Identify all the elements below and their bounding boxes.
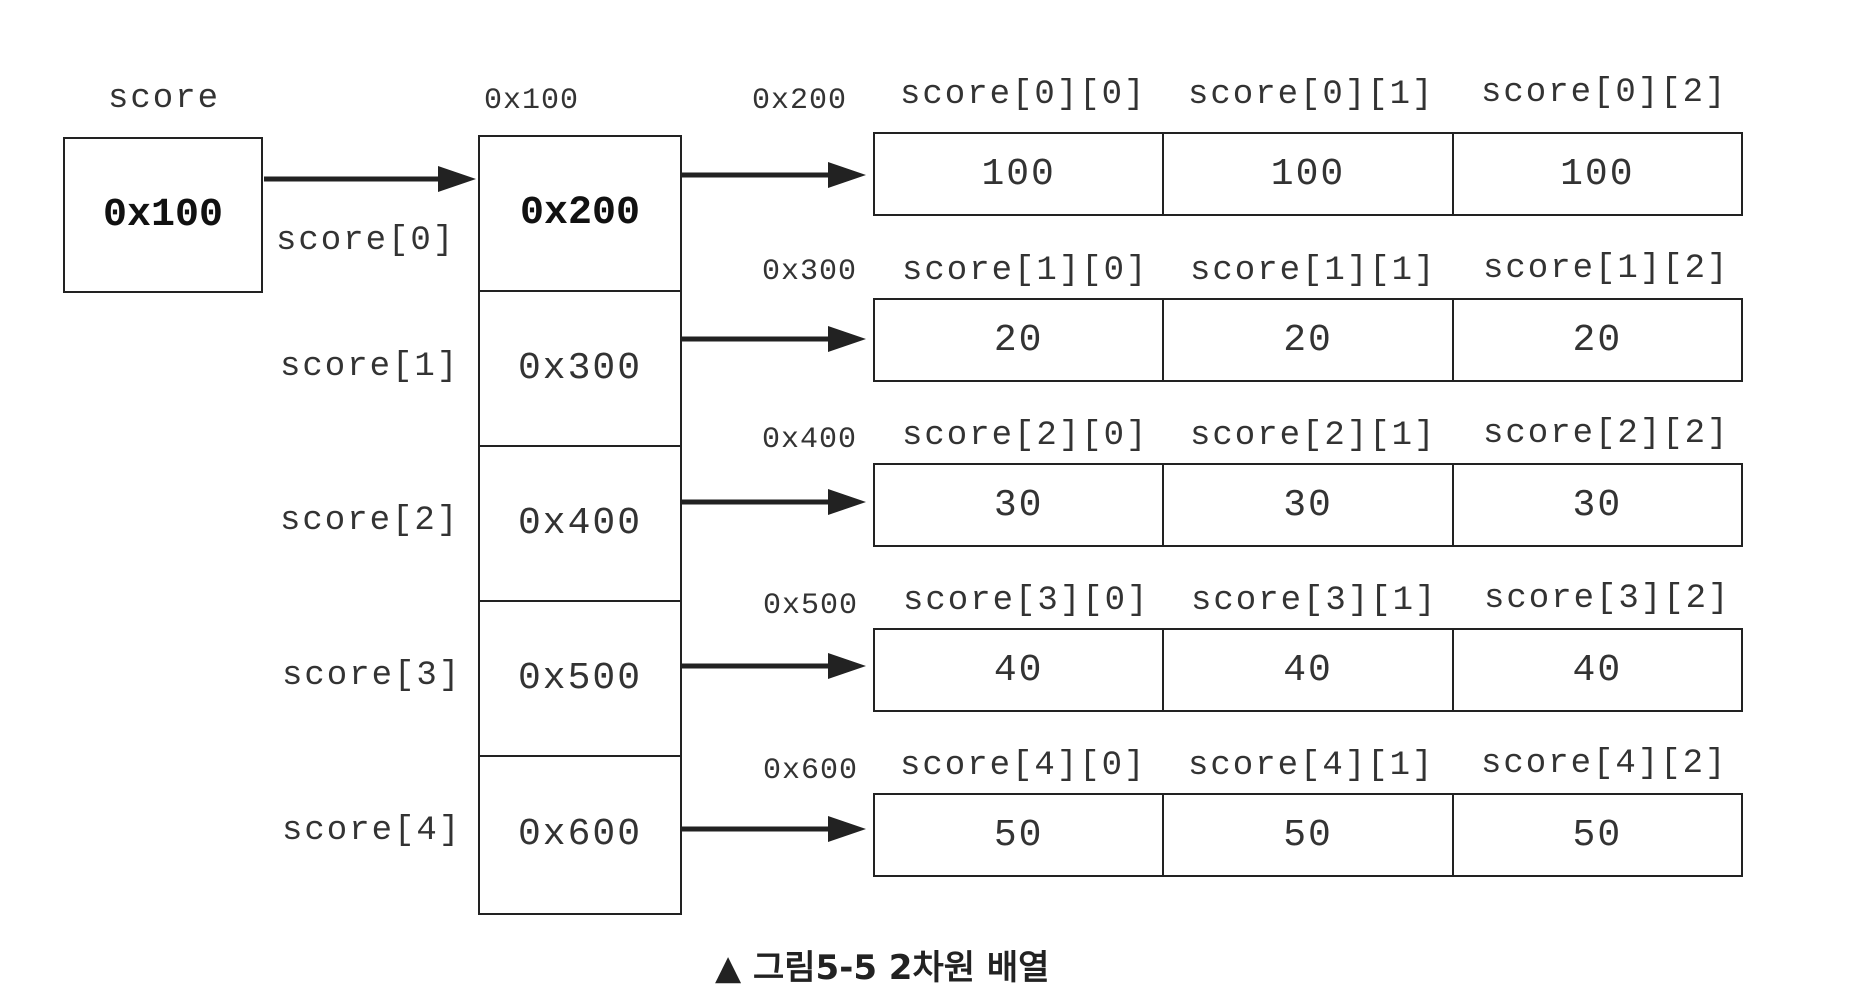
row-2-value-2: 30	[1572, 483, 1623, 527]
row-1-label-1: score[1][1]	[1190, 252, 1437, 290]
row-4-value-2: 50	[1572, 813, 1623, 857]
ref-cell-2: 0x400	[480, 447, 680, 602]
row-0-cell-2: 100	[1454, 134, 1741, 214]
arrow-ref1-to-row1	[682, 326, 866, 352]
ref-cell-3-value: 0x500	[517, 657, 643, 700]
row-2-cell-2: 30	[1454, 465, 1741, 545]
row-4-value-0: 50	[993, 813, 1044, 857]
row-3-cell-2: 40	[1454, 630, 1741, 710]
row-3-cell-0: 40	[875, 630, 1165, 710]
ref-label-0: score[0]	[276, 222, 456, 260]
row-0-label-1: score[0][1]	[1188, 76, 1435, 114]
row-0-label-2: score[0][2]	[1481, 74, 1728, 112]
row-2-label-1: score[2][1]	[1190, 417, 1437, 455]
arrow-ref3-to-row3	[682, 653, 866, 679]
row-1-value-1: 20	[1283, 318, 1333, 362]
ref-label-3: score[3]	[282, 657, 462, 695]
arrow-score-to-ref	[264, 166, 476, 192]
arrow-ref2-to-row2	[682, 489, 866, 515]
row-4-address: 0x600	[763, 754, 859, 788]
row-1-label-0: score[1][0]	[902, 252, 1149, 290]
row-3-address: 0x500	[763, 589, 859, 623]
row-2-label-0: score[2][0]	[902, 417, 1149, 455]
row-4-label-1: score[4][1]	[1188, 747, 1435, 785]
row-2: 30 30 30	[873, 463, 1743, 547]
figure-caption: ▲ 그림5-5 2차원 배열	[715, 948, 1050, 988]
row-4-cell-2: 50	[1454, 795, 1741, 875]
row-2-label-2: score[2][2]	[1483, 415, 1730, 453]
score-var-box: 0x100	[63, 137, 263, 293]
ref-cell-1: 0x300	[480, 292, 680, 447]
ref-cell-0-value: 0x200	[519, 191, 641, 236]
row-3-cell-1: 40	[1164, 630, 1454, 710]
row-3-value-1: 40	[1283, 648, 1333, 692]
row-2-value-1: 30	[1283, 483, 1333, 527]
row-4-label-2: score[4][2]	[1481, 745, 1728, 783]
row-1-label-2: score[1][2]	[1483, 250, 1730, 288]
row-0-label-0: score[0][0]	[900, 76, 1147, 114]
row-1-value-2: 20	[1572, 318, 1623, 362]
score-var-value: 0x100	[102, 192, 224, 238]
row-1-cell-0: 20	[875, 300, 1165, 380]
row-4-value-1: 50	[1283, 813, 1333, 857]
row-0-cell-0: 100	[875, 134, 1165, 214]
score-var-label: score	[108, 80, 221, 118]
arrow-ref0-to-row0	[682, 162, 866, 188]
row-0: 100 100 100	[873, 132, 1743, 216]
row-3-label-2: score[3][2]	[1484, 580, 1731, 618]
ref-array: 0x200 0x300 0x400 0x500 0x600	[478, 135, 682, 915]
row-4-cell-0: 50	[875, 795, 1165, 875]
ref-cell-3: 0x500	[480, 602, 680, 757]
ref-cell-4-value: 0x600	[517, 813, 643, 856]
row-4-label-0: score[4][0]	[900, 747, 1147, 785]
row-1: 20 20 20	[873, 298, 1743, 382]
row-1-address: 0x300	[762, 255, 858, 289]
row-0-value-1: 100	[1270, 152, 1346, 196]
ref-label-1: score[1]	[280, 348, 460, 386]
ref-label-4: score[4]	[282, 812, 462, 850]
row-4-cell-1: 50	[1164, 795, 1454, 875]
row-4: 50 50 50	[873, 793, 1743, 877]
ref-cell-2-value: 0x400	[517, 502, 643, 545]
row-1-value-0: 20	[993, 318, 1044, 362]
row-3-label-0: score[3][0]	[903, 582, 1150, 620]
row-2-cell-0: 30	[875, 465, 1165, 545]
row-1-cell-1: 20	[1164, 300, 1454, 380]
row-0-cell-1: 100	[1164, 134, 1454, 214]
arrow-ref4-to-row4	[682, 816, 866, 842]
row-3-value-0: 40	[993, 648, 1044, 692]
row-3-label-1: score[3][1]	[1191, 582, 1438, 620]
row-3-value-2: 40	[1572, 648, 1623, 692]
row-0-address: 0x200	[752, 84, 848, 118]
row-0-value-2: 100	[1560, 152, 1635, 196]
row-0-value-0: 100	[981, 152, 1056, 196]
ref-label-2: score[2]	[280, 502, 460, 540]
row-2-cell-1: 30	[1164, 465, 1454, 545]
row-2-address: 0x400	[762, 423, 858, 457]
ref-cell-1-value: 0x300	[517, 347, 643, 390]
row-3: 40 40 40	[873, 628, 1743, 712]
row-2-value-0: 30	[993, 483, 1044, 527]
row-1-cell-2: 20	[1454, 300, 1741, 380]
ref-array-address: 0x100	[484, 84, 580, 118]
ref-cell-4: 0x600	[480, 757, 680, 912]
ref-cell-0: 0x200	[480, 137, 680, 292]
